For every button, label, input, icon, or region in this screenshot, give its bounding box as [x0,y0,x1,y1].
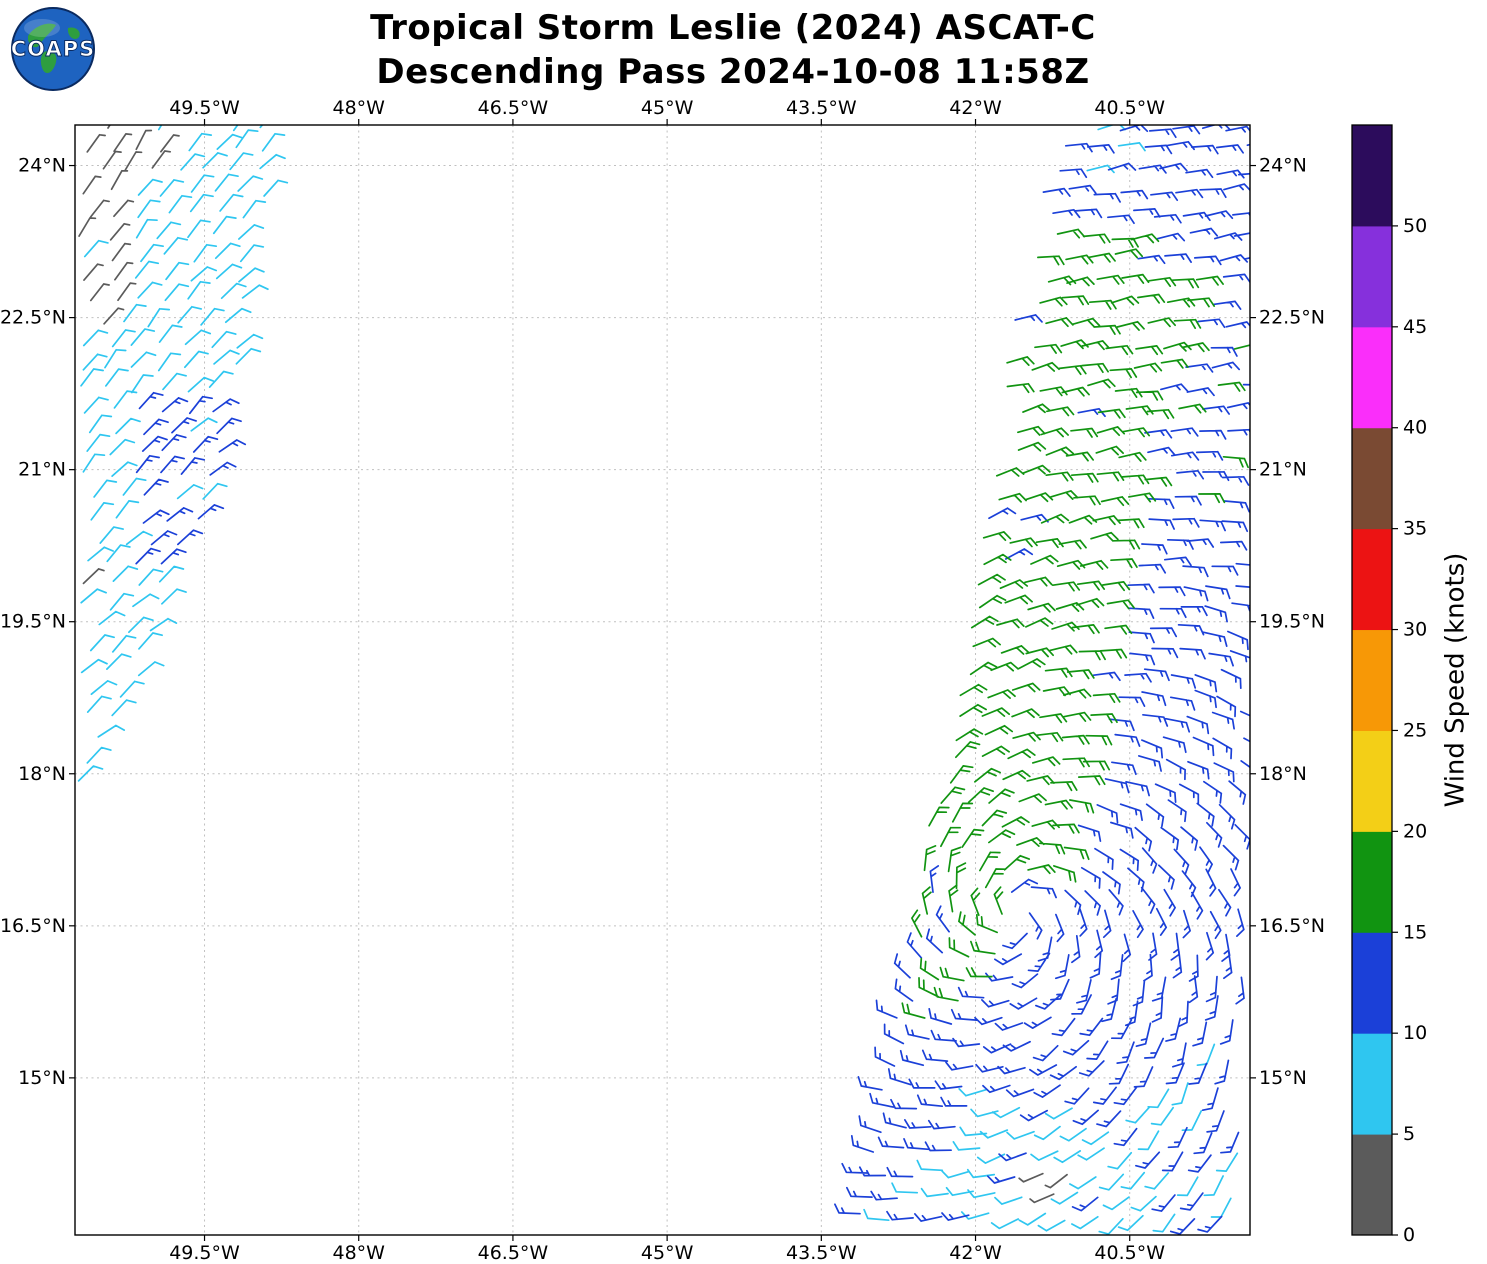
lat-tick-label-right-1: 22.5°N [1259,307,1325,329]
logo-highlight [24,19,60,37]
lon-tick-label-bottom-5: 42°W [949,1242,1002,1264]
colorbar-tick-label-50: 50 [1403,215,1427,237]
chart-subtitle: Descending Pass 2024-10-08 11:58Z [376,52,1090,92]
logo-landmass [67,27,80,39]
wind-barbs-green [901,228,1250,1019]
colorbar-border [1351,124,1393,1236]
lat-tick-label-left-4: 18°N [18,763,66,785]
wind-barbs-blue [135,125,1250,1235]
grid-layer [75,125,1250,1235]
lat-tick-label-right-6: 15°N [1259,1067,1307,1089]
coaps-logo-graphic: COAPS [10,7,95,91]
barb-layer [77,125,1250,1235]
colorbar-tick-label-10: 10 [1403,1022,1427,1044]
lat-tick-label-left-2: 21°N [18,459,66,481]
lon-tick-label-top-3: 45°W [641,97,694,119]
wind-barbs-gray [78,125,1068,1204]
axis-labels: 49.5°W 49.5°W 48°W 48°W 46.5°W 46.5°W 45°W 45°W… [0,97,1325,1264]
lat-tick-label-left-0: 24°N [18,155,66,177]
lat-tick-label-right-5: 16.5°N [1259,915,1325,937]
colorbar-segment-40-45 [1352,326,1392,429]
wind-barbs-cyan [77,125,1239,1235]
lat-tick-label-left-1: 22.5°N [0,307,66,329]
lat-tick-label-right-3: 19.5°N [1259,611,1325,633]
lon-tick-label-bottom-1: 48°W [332,1242,385,1264]
lat-tick-label-right-0: 24°N [1259,155,1307,177]
colorbar-tick-label-5: 5 [1403,1123,1415,1145]
colorbar-tick-label-25: 25 [1403,719,1427,741]
lon-tick-label-top-0: 49.5°W [169,97,240,119]
logo-landmass [28,23,56,48]
logo-text: COAPS [11,37,95,61]
colorbar-segment-35-40 [1352,427,1392,530]
lon-tick-label-top-1: 48°W [332,97,385,119]
colorbar-segment-30-35 [1352,528,1392,631]
lon-tick-label-bottom-2: 46.5°W [478,1242,549,1264]
colorbar-segment-15-20 [1352,831,1392,933]
colorbar: 0 5 10 15 20 25 30 35 40 45 50 [1351,124,1427,1246]
lon-tick-label-top-2: 46.5°W [478,97,549,119]
chart-title: Tropical Storm Leslie (2024) ASCAT-C [370,8,1096,48]
colorbar-segment-45-50 [1352,225,1392,328]
plot-border [74,124,1251,1236]
lon-tick-label-bottom-4: 43.5°W [786,1242,857,1264]
lat-tick-label-right-2: 21°N [1259,459,1307,481]
plot-frame [74,124,1251,1236]
lat-tick-label-left-6: 15°N [18,1067,66,1089]
colorbar-segment-0-5 [1352,1134,1392,1236]
lon-tick-label-bottom-3: 45°W [641,1242,694,1264]
colorbar-tick-label-40: 40 [1403,417,1427,439]
lon-tick-label-bottom-0: 49.5°W [169,1242,240,1264]
colorbar-tick-label-20: 20 [1403,820,1427,842]
colorbar-tick-label-45: 45 [1403,316,1427,338]
colorbar-tick-label-0: 0 [1403,1224,1415,1246]
lat-tick-label-left-5: 16.5°N [0,915,66,937]
colorbar-tick-label-30: 30 [1403,619,1427,641]
colorbar-tick-label-15: 15 [1403,921,1427,943]
logo-landmass [40,51,57,74]
colorbar-segment-20-25 [1352,730,1392,832]
lat-tick-label-left-3: 19.5°N [0,611,66,633]
coaps-logo: COAPS [10,6,96,92]
lon-tick-label-top-4: 43.5°W [786,97,857,119]
lon-tick-label-bottom-6: 40.5°W [1094,1242,1165,1264]
colorbar-segment-10-15 [1352,932,1392,1034]
lon-tick-label-top-6: 40.5°W [1094,97,1165,119]
lon-tick-label-top-5: 42°W [949,97,1002,119]
colorbar-segment-50-55 [1352,125,1392,227]
colorbar-tick-label-35: 35 [1403,518,1427,540]
colorbar-segment-25-30 [1352,629,1392,731]
lat-tick-label-right-4: 18°N [1259,763,1307,785]
colorbar-segment-5-10 [1352,1033,1392,1135]
